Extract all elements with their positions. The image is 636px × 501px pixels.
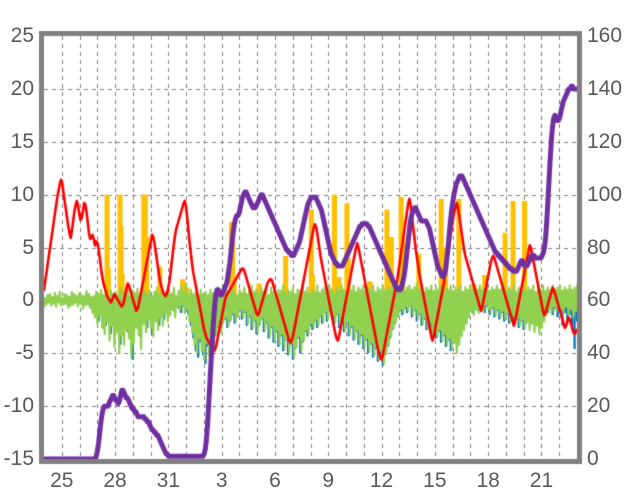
left-axis-tick: -10 bbox=[3, 394, 34, 418]
left-axis-tick: 10 bbox=[10, 182, 34, 206]
x-axis-tick: 31 bbox=[156, 469, 181, 492]
right-axis-tick: 120 bbox=[587, 129, 623, 153]
x-axis-tick: 21 bbox=[529, 469, 554, 492]
left-axis-tick: 0 bbox=[22, 288, 34, 312]
x-axis-tick: 12 bbox=[369, 469, 394, 492]
left-axis-tick: 15 bbox=[10, 129, 34, 153]
left-axis-tick: -5 bbox=[15, 341, 34, 365]
right-axis-tick: 0 bbox=[587, 447, 599, 470]
right-axis-tick: 60 bbox=[587, 288, 611, 312]
x-axis-tick: 15 bbox=[423, 469, 447, 492]
left-axis-tick: 25 bbox=[10, 24, 34, 47]
x-axis-tick: 6 bbox=[269, 469, 281, 492]
x-axis-tick: 18 bbox=[476, 469, 500, 492]
x-axis-tick: 25 bbox=[50, 469, 74, 492]
x-axis-tick: 9 bbox=[322, 469, 335, 492]
right-axis-tick: 160 bbox=[587, 24, 623, 47]
right-axis-tick: 80 bbox=[587, 235, 611, 259]
right-axis-tick: 140 bbox=[587, 76, 623, 100]
x-axis-tick: 28 bbox=[103, 469, 127, 492]
left-axis-tick: 5 bbox=[22, 235, 34, 259]
right-axis-tick: 100 bbox=[587, 182, 623, 206]
left-axis-tick: 20 bbox=[10, 76, 34, 100]
x-axis-tick: 3 bbox=[215, 469, 228, 492]
right-axis-tick: 20 bbox=[587, 394, 611, 418]
left-axis-tick: -15 bbox=[3, 447, 34, 470]
right-axis-tick: 40 bbox=[587, 341, 611, 365]
